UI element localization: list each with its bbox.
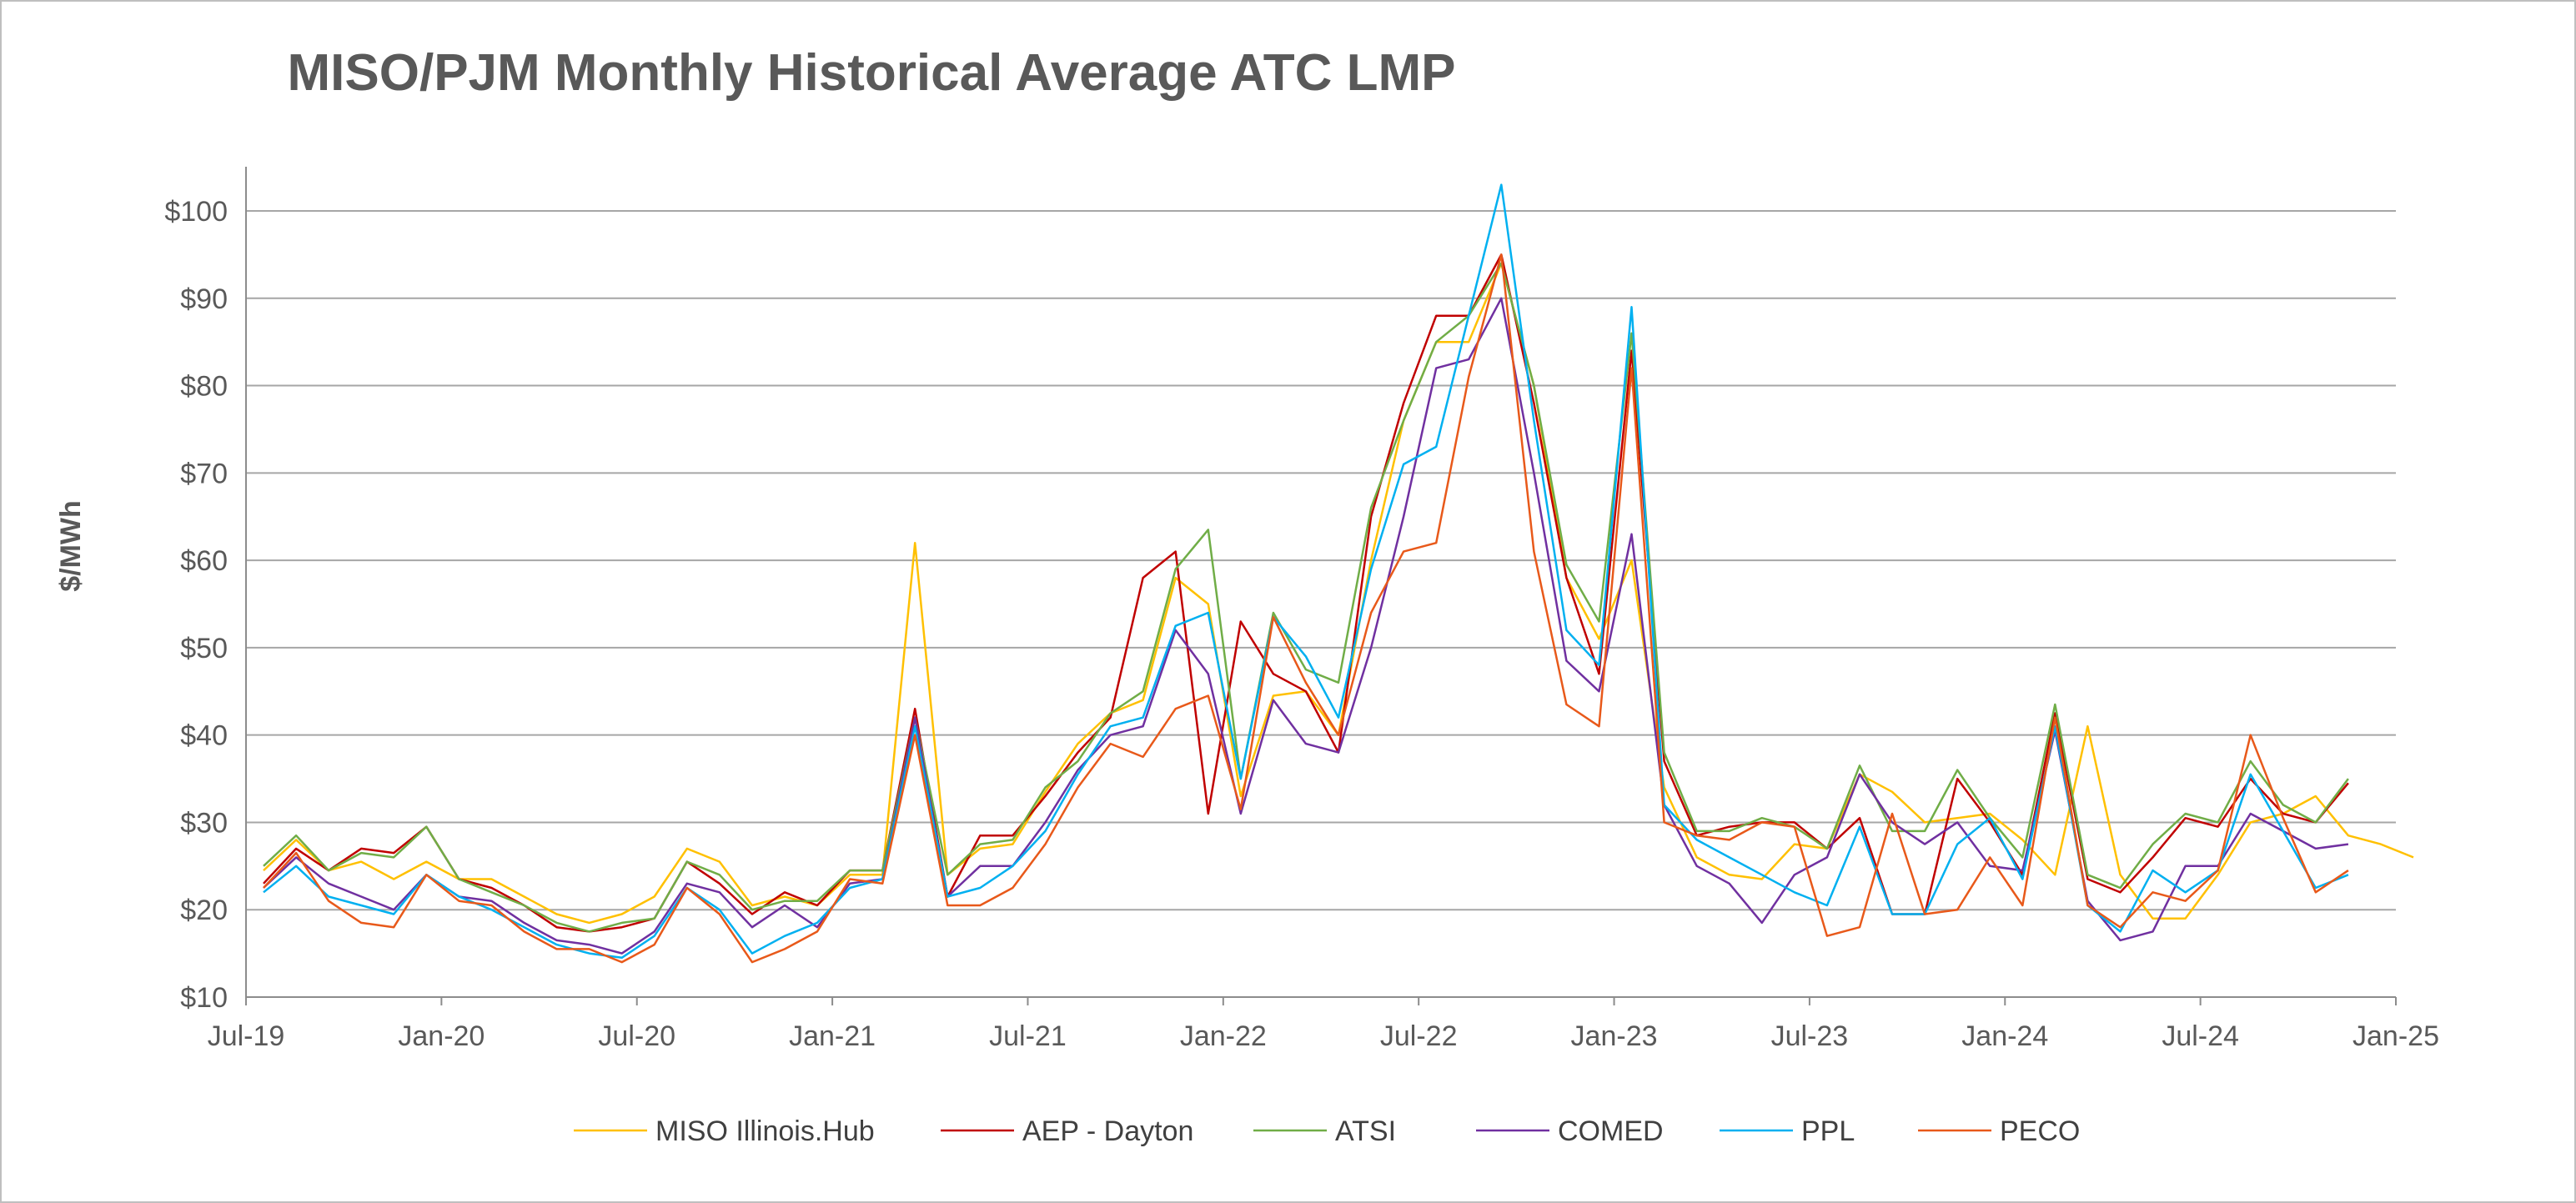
chart-title: MISO/PJM Monthly Historical Average ATC … bbox=[287, 44, 1456, 102]
x-tick-label: Jul-20 bbox=[598, 1020, 675, 1052]
legend-label: AEP - Dayton bbox=[1022, 1115, 1193, 1147]
series-line-peco bbox=[263, 253, 2349, 964]
y-tick-label: $70 bbox=[180, 458, 228, 489]
grid-lines bbox=[246, 210, 2396, 911]
x-tick-label: Jul-23 bbox=[1771, 1020, 1849, 1052]
y-tick-label: $80 bbox=[180, 371, 228, 403]
y-axis-label: $/MWh bbox=[55, 500, 87, 592]
x-tick-label: Jan-23 bbox=[1571, 1020, 1658, 1052]
y-tick-label: $10 bbox=[180, 982, 228, 1014]
legend-item: AEP - Dayton bbox=[941, 1115, 1193, 1147]
x-tick-labels: Jul-19 Jan-20 Jul-20 Jan-21 Jul-21 Jan-22 Jul-… bbox=[208, 997, 2439, 1052]
y-tick-label: $90 bbox=[180, 283, 228, 315]
series-line-ppl bbox=[263, 183, 2349, 960]
series-line-comed bbox=[263, 297, 2349, 955]
legend-label: PECO bbox=[2000, 1115, 2080, 1147]
x-tick-label: Jul-24 bbox=[2162, 1020, 2239, 1052]
legend-item: ATSI bbox=[1253, 1115, 1396, 1147]
y-tick-label: $100 bbox=[164, 196, 228, 228]
legend-label: COMED bbox=[1558, 1115, 1664, 1147]
legend-label: ATSI bbox=[1335, 1115, 1396, 1147]
series-line-miso-illinois-hub bbox=[263, 262, 2414, 925]
legend-item: MISO Illinois.Hub bbox=[574, 1115, 875, 1147]
y-tick-label: $30 bbox=[180, 807, 228, 839]
x-tick-label: Jan-24 bbox=[1961, 1020, 2048, 1052]
x-tick-label: Jul-22 bbox=[1380, 1020, 1458, 1052]
x-tick-label: Jul-19 bbox=[208, 1020, 285, 1052]
legend-item: PPL bbox=[1720, 1115, 1855, 1147]
x-tick-label: Jan-22 bbox=[1180, 1020, 1267, 1052]
legend-label: MISO Illinois.Hub bbox=[655, 1115, 875, 1147]
x-tick-label: Jan-20 bbox=[398, 1020, 485, 1052]
x-tick-label: Jan-25 bbox=[2353, 1020, 2439, 1052]
y-tick-label: $50 bbox=[180, 633, 228, 664]
series-line-atsi bbox=[263, 262, 2349, 933]
y-tick-label: $40 bbox=[180, 720, 228, 752]
legend-label: PPL bbox=[1801, 1115, 1855, 1147]
series-lines bbox=[263, 183, 2414, 964]
y-tick-label: $20 bbox=[180, 895, 228, 926]
legend: MISO Illinois.Hub AEP - Dayton ATSI COMED PP… bbox=[574, 1115, 2080, 1147]
legend-item: COMED bbox=[1476, 1115, 1664, 1147]
x-tick-label: Jan-21 bbox=[789, 1020, 876, 1052]
x-tick-label: Jul-21 bbox=[989, 1020, 1067, 1052]
y-tick-label: $60 bbox=[180, 545, 228, 577]
y-tick-labels: $10 $20 $30 $40 $50 $60 $70 $80 $90 $100 bbox=[164, 196, 228, 1014]
legend-item: PECO bbox=[1918, 1115, 2080, 1147]
